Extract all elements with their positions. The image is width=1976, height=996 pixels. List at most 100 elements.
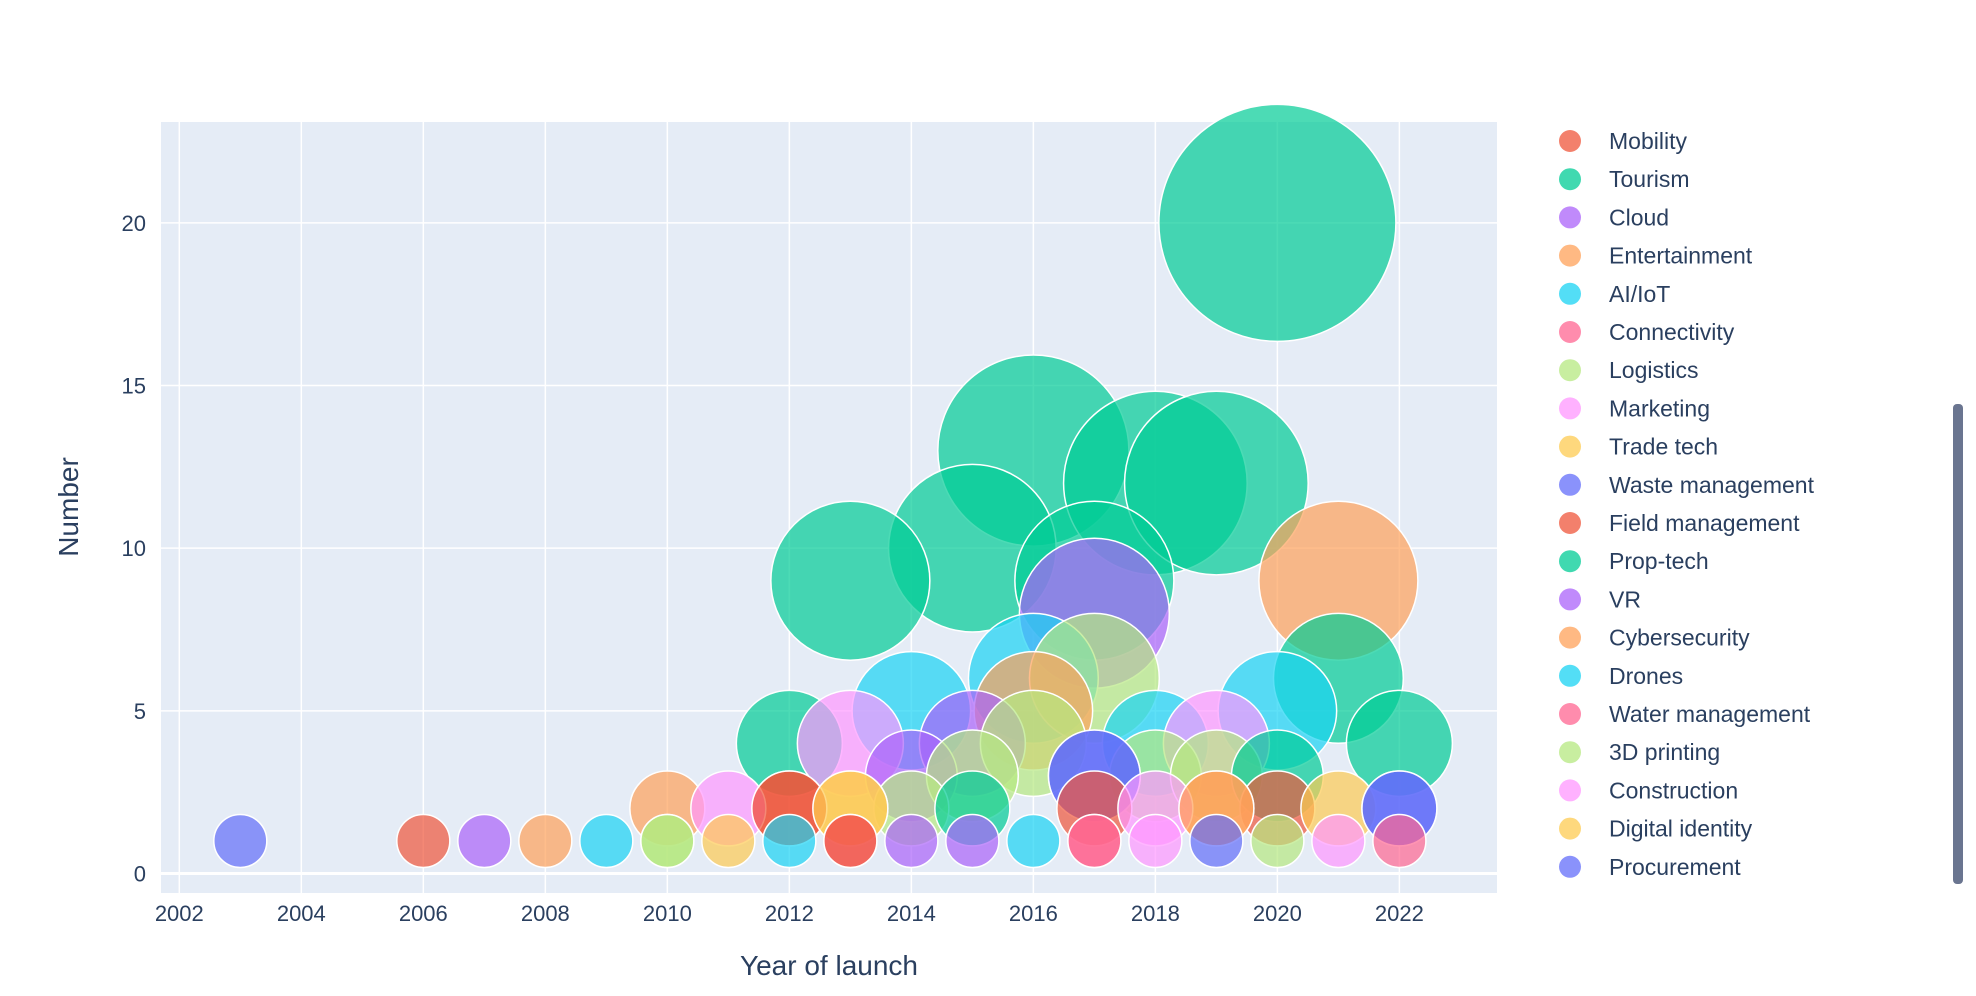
legend-item[interactable]: Connectivity [1559,319,1735,345]
x-tick-label: 2012 [765,901,814,926]
x-axis-title: Year of launch [740,950,918,981]
legend-marker [1559,664,1581,687]
legend-label: Construction [1609,777,1738,803]
legend-item[interactable]: Digital identity [1559,816,1753,842]
legend-item[interactable]: Construction [1559,777,1738,803]
legend-label: Field management [1609,510,1800,536]
legend-item[interactable]: Cybersecurity [1559,625,1750,651]
x-tick-label: 2010 [643,901,692,926]
y-tick-label: 0 [134,861,146,886]
legend-label: Prop-tech [1609,548,1709,574]
legend-marker [1559,779,1581,802]
legend-label: Connectivity [1609,319,1735,345]
legend-item[interactable]: VR [1559,586,1641,612]
legend-label: Drones [1609,663,1683,689]
x-tick-label: 2022 [1375,901,1424,926]
x-tick-label: 2002 [155,901,204,926]
x-tick-label: 2014 [887,901,936,926]
bubble-point[interactable] [762,813,817,869]
legend-item[interactable]: Prop-tech [1559,548,1709,574]
legend-label: Tourism [1609,166,1690,192]
bubble-point[interactable] [1006,813,1061,869]
legend-label: Entertainment [1609,243,1753,269]
legend-marker [1559,359,1581,382]
y-tick-label: 5 [134,699,146,724]
x-tick-label: 2020 [1253,901,1302,926]
bubble-point[interactable] [1372,813,1427,869]
bubble-point[interactable] [213,813,268,869]
legend-label: Trade tech [1609,434,1718,460]
y-axis-ticks: 0 5 10 15 20 [122,211,146,887]
bubble-point[interactable] [1128,813,1183,869]
legend-marker [1559,435,1581,458]
legend-scrollbar[interactable] [1953,404,1963,884]
legend-marker [1559,206,1581,229]
legend-item[interactable]: AI/IoT [1559,281,1670,307]
bubble-point[interactable] [518,813,573,869]
legend-label: Digital identity [1609,816,1753,842]
legend-item[interactable]: Field management [1559,510,1800,536]
legend-marker [1559,626,1581,649]
legend-marker [1559,321,1581,343]
x-tick-label: 2008 [521,901,570,926]
legend-item[interactable]: Drones [1559,663,1683,689]
bubble-point[interactable] [884,813,939,869]
legend[interactable]: Mobility Tourism Cloud Entertainment AI/IoT C… [1559,128,1815,880]
bubble-point[interactable] [457,813,512,869]
legend-marker [1559,703,1581,725]
legend-item[interactable]: Waste management [1559,472,1815,498]
legend-label: 3D printing [1609,739,1720,765]
legend-marker [1559,855,1581,878]
bubble-point[interactable] [1311,813,1366,869]
y-tick-label: 20 [122,211,146,236]
bubble-point[interactable] [823,813,878,869]
y-tick-label: 10 [122,536,146,561]
legend-item[interactable]: 3D printing [1559,739,1720,765]
legend-label: Cybersecurity [1609,625,1750,651]
legend-marker [1559,741,1581,764]
legend-item[interactable]: Water management [1559,701,1811,727]
legend-item[interactable]: Cloud [1559,204,1669,230]
bubble-point[interactable] [701,813,756,869]
legend-marker [1559,473,1581,496]
bubble-point[interactable] [1158,103,1397,343]
legend-label: Waste management [1609,472,1815,498]
y-axis-title: Number [53,457,84,557]
legend-marker [1559,588,1581,611]
legend-item[interactable]: Tourism [1559,166,1690,192]
legend-marker [1559,550,1581,573]
legend-marker [1559,282,1581,305]
legend-label: Cloud [1609,204,1669,230]
legend-item[interactable]: Trade tech [1559,434,1718,460]
legend-marker [1559,817,1581,840]
legend-marker [1559,244,1581,267]
bubbles [213,103,1454,869]
legend-label: Procurement [1609,854,1741,880]
bubble-point[interactable] [1067,813,1122,869]
legend-label: Marketing [1609,395,1710,421]
bubble-point[interactable] [396,813,451,869]
bubble-point[interactable] [770,500,931,661]
bubble-point[interactable] [640,813,695,869]
legend-label: Mobility [1609,128,1687,154]
x-tick-label: 2018 [1131,901,1180,926]
legend-label: AI/IoT [1609,281,1670,307]
legend-item[interactable]: Marketing [1559,395,1710,421]
bubble-point[interactable] [945,813,1000,869]
bubble-point[interactable] [1123,390,1309,576]
y-tick-label: 15 [122,374,146,399]
x-axis-ticks: 2002 2004 2006 2008 2010 2012 2014 2016 2018 2020… [155,901,1424,926]
x-tick-label: 2004 [277,901,326,926]
legend-item[interactable]: Mobility [1559,128,1687,154]
legend-item[interactable]: Entertainment [1559,243,1753,269]
bubble-point[interactable] [1189,813,1244,869]
legend-marker [1559,512,1581,534]
bubble-point[interactable] [1250,813,1305,869]
bubble-point[interactable] [579,813,634,869]
legend-label: Water management [1609,701,1811,727]
x-tick-label: 2006 [399,901,448,926]
legend-item[interactable]: Procurement [1559,854,1741,880]
legend-item[interactable]: Logistics [1559,357,1698,383]
legend-marker [1559,397,1581,420]
